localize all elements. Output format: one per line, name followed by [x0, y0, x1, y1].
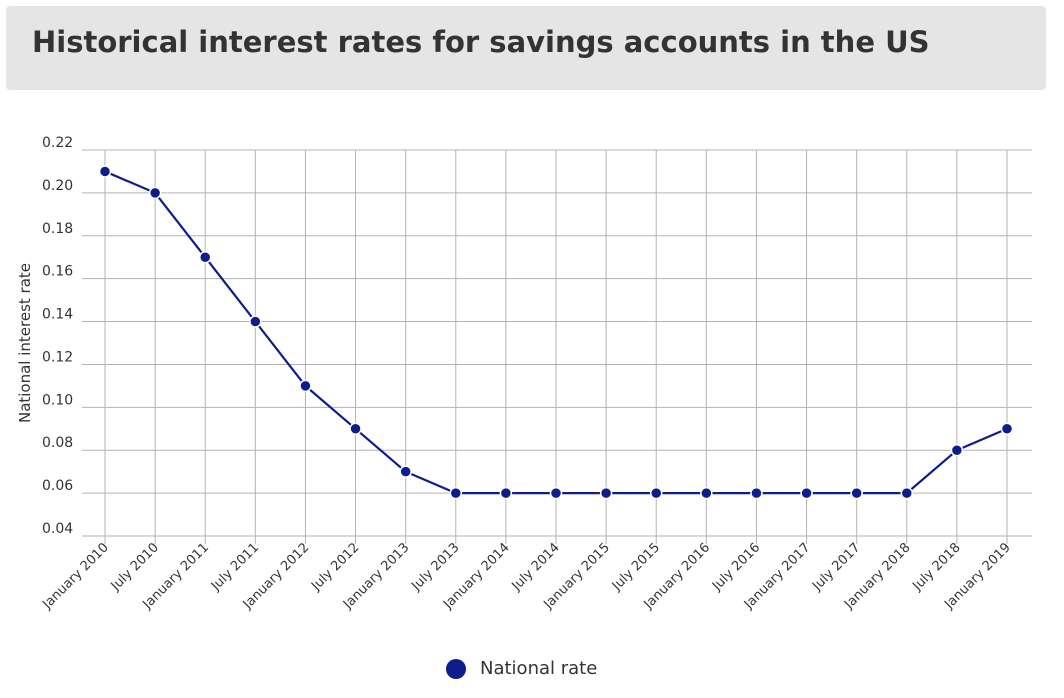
data-point	[1000, 422, 1014, 436]
y-tick-label: 0.22	[42, 135, 73, 151]
y-tick-label: 0.04	[42, 521, 73, 537]
x-tick-label: July 2016	[709, 540, 763, 594]
data-point	[399, 465, 412, 478]
x-tick-label: July 2011	[208, 540, 262, 594]
chart-title-bar: Historical interest rates for savings ac…	[6, 6, 1046, 90]
data-point	[349, 422, 362, 436]
x-tick-label: July 2018	[910, 540, 964, 594]
y-tick-label: 0.08	[42, 435, 73, 451]
y-tick-label: 0.12	[42, 349, 73, 365]
data-point	[249, 315, 262, 328]
x-tick-label: July 2015	[609, 540, 663, 594]
data-point	[950, 443, 964, 457]
legend-marker-icon	[446, 658, 466, 679]
y-tick-label: 0.10	[42, 392, 73, 408]
data-point	[549, 486, 563, 500]
y-tick-label: 0.06	[42, 478, 73, 494]
legend[interactable]: National rate	[446, 658, 597, 679]
data-point	[98, 165, 112, 178]
data-point	[499, 486, 513, 500]
x-tick-label: July 2014	[509, 540, 563, 594]
y-tick-label: 0.16	[42, 264, 73, 280]
legend-label: National rate	[480, 658, 598, 679]
x-tick-label: July 2013	[408, 540, 462, 594]
data-point	[900, 486, 914, 500]
y-axis-label: National interest rate	[16, 263, 34, 423]
data-point	[449, 486, 463, 500]
data-point	[649, 486, 663, 500]
y-tick-label: 0.18	[42, 221, 73, 237]
data-point	[599, 486, 613, 500]
data-point	[700, 486, 713, 500]
data-point	[299, 379, 312, 393]
y-tick-label: 0.14	[42, 307, 73, 323]
x-tick-label: July 2017	[809, 540, 863, 594]
data-point	[800, 486, 813, 500]
x-tick-label: July 2010	[108, 540, 162, 594]
x-tick-label: July 2012	[308, 540, 362, 594]
data-point	[750, 486, 763, 500]
x-tick-label: January 2010	[39, 540, 111, 612]
data-point	[148, 186, 162, 200]
data-point	[198, 250, 212, 264]
data-point	[850, 486, 863, 500]
chart-title: Historical interest rates for savings ac…	[32, 25, 930, 59]
y-tick-label: 0.20	[42, 178, 73, 194]
